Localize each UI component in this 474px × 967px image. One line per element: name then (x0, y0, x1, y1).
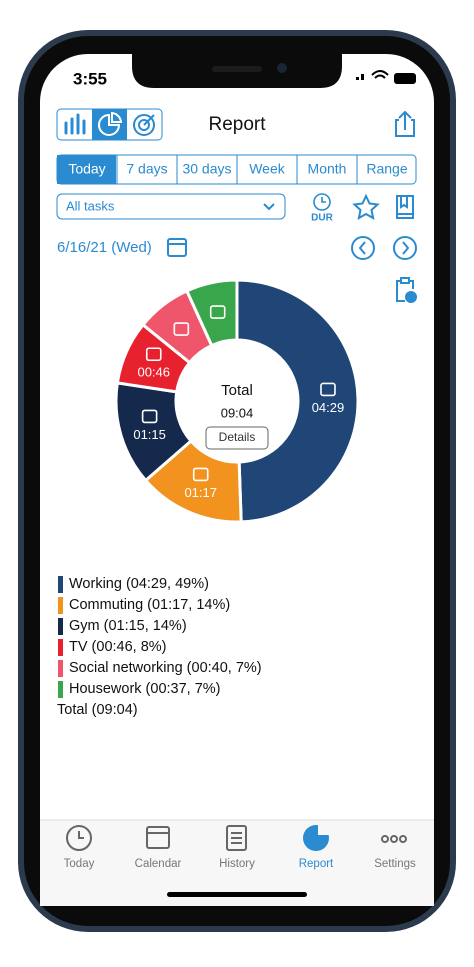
segment-icon (209, 305, 226, 319)
clipboard-icon[interactable] (396, 277, 414, 302)
range-tab[interactable]: 30 days (182, 161, 231, 177)
range-tab[interactable]: 7 days (126, 161, 167, 177)
target-icon (133, 114, 155, 136)
home-indicator (167, 892, 307, 897)
share-icon[interactable] (395, 110, 415, 137)
pie-icon (98, 111, 123, 136)
favorite-icon[interactable] (352, 193, 380, 220)
clipboard-clock (405, 291, 417, 303)
report-tab-icon (303, 823, 330, 851)
details-label: Details (219, 430, 256, 444)
page-title: Report (208, 114, 266, 135)
tab-bar-item[interactable]: Calendar (135, 858, 182, 870)
tab-bar-item[interactable]: History (219, 858, 255, 870)
prev-arrow (358, 241, 366, 255)
battery (394, 73, 416, 84)
prev-day[interactable] (351, 236, 375, 260)
wifi (371, 70, 389, 79)
donut-segment (235, 278, 360, 524)
range-tab[interactable]: Today (68, 161, 105, 177)
segment-icon (320, 382, 336, 397)
details-button[interactable] (205, 426, 269, 450)
dropdown-arrow (263, 203, 275, 211)
segment-label: 04:29 (312, 400, 345, 415)
settings-icon (381, 835, 407, 843)
legend-entry: Working (04:29, 49%) (69, 576, 209, 592)
calendar-tab-icon (146, 826, 170, 849)
legend-entry: TV (00:46, 8%) (69, 639, 167, 655)
legend-entry: Gym (01:15, 14%) (69, 618, 187, 634)
range-tab[interactable]: Month (308, 161, 347, 177)
next-day[interactable] (393, 236, 417, 260)
segment-label: 00:46 (137, 365, 170, 380)
range-tab-selected[interactable] (57, 155, 116, 184)
center-title: Total (221, 382, 253, 399)
segment-icon (145, 347, 162, 362)
segment-label: 01:15 (133, 427, 166, 442)
status-time: 3:55 (73, 69, 107, 88)
donut-segment (185, 278, 239, 347)
legend-total: Total (09:04) (57, 702, 138, 718)
segment-icon (173, 322, 190, 336)
center-value: 09:04 (221, 405, 254, 420)
legend-entry: Social networking (00:40, 7%) (69, 660, 262, 676)
speaker (212, 66, 262, 72)
legend-swatch (58, 639, 63, 656)
legend-swatch (58, 597, 63, 614)
tab-bar-item[interactable]: Today (64, 858, 95, 870)
segment-label: 01:17 (184, 485, 217, 500)
task-filter[interactable] (56, 193, 286, 220)
bookmark-icon[interactable] (396, 195, 414, 219)
legend-entry: Housework (00:37, 7%) (69, 681, 221, 697)
legend-swatch (58, 618, 63, 635)
range-tab[interactable]: Range (366, 161, 407, 177)
dur-label: DUR (311, 213, 333, 224)
camera (277, 63, 287, 73)
next-arrow (402, 241, 410, 255)
bar-icon (64, 113, 86, 135)
history-icon (226, 825, 247, 851)
date-label[interactable]: 6/16/21 (Wed) (57, 239, 152, 256)
dur-icon[interactable] (313, 193, 331, 211)
tab-bar-item[interactable]: Report (299, 858, 334, 870)
segment-icon (192, 467, 209, 482)
calendar-icon[interactable] (167, 238, 187, 257)
legend-swatch (58, 576, 63, 593)
legend-swatch (58, 681, 63, 698)
range-tab[interactable]: Week (249, 161, 286, 177)
task-filter-label: All tasks (66, 198, 115, 213)
tab-bar-item[interactable]: Settings (374, 858, 416, 870)
signal (356, 74, 364, 80)
today-icon (66, 825, 92, 851)
legend-entry: Commuting (01:17, 14%) (69, 597, 230, 613)
tab-bar (40, 820, 434, 906)
legend-swatch (58, 660, 63, 677)
segment-icon (141, 409, 158, 424)
dur-hands (321, 197, 326, 203)
